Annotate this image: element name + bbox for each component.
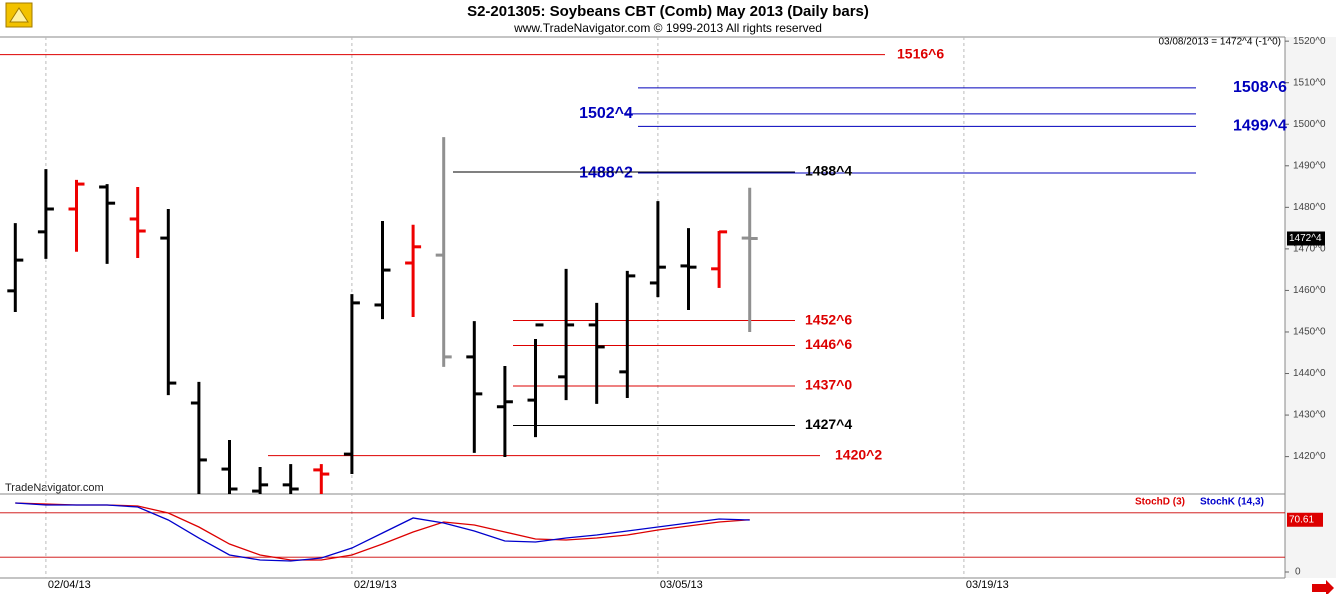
legend-entry: StochK (14,3) <box>1200 497 1264 508</box>
level-label: 1508^6 <box>1233 79 1287 96</box>
x-tick-label: 02/04/13 <box>48 579 91 591</box>
axis-panel <box>1285 37 1336 578</box>
level-label: 1452^6 <box>805 311 852 327</box>
y-tick-label: 1520^0 <box>1293 36 1326 47</box>
level-label: 1437^0 <box>805 377 852 393</box>
x-tick-label: 03/19/13 <box>966 579 1009 591</box>
level-label: 1502^4 <box>579 105 633 122</box>
y-tick-label: 1470^0 <box>1293 244 1326 255</box>
level-label: 1488^2 <box>579 164 633 181</box>
chart-subtitle: www.TradeNavigator.com © 1999-2013 All r… <box>513 21 822 35</box>
level-label: 1488^4 <box>805 163 852 179</box>
stoch-line <box>15 502 750 561</box>
y-tick-label: 1440^0 <box>1293 368 1326 379</box>
y-tick-label: 1450^0 <box>1293 327 1326 338</box>
level-label: 1499^4 <box>1233 118 1287 135</box>
y-tick-label: 1500^0 <box>1293 119 1326 130</box>
level-label: 1427^4 <box>805 416 852 432</box>
y-tick-label: 1490^0 <box>1293 160 1326 171</box>
y-tick-label: 1480^0 <box>1293 202 1326 213</box>
legend-entry: StochD (3) <box>1135 497 1185 508</box>
watermark: TradeNavigator.com <box>5 482 104 494</box>
header-right: 03/08/2013 = 1472^4 (-1^0) <box>1158 37 1281 48</box>
x-tick-label: 03/05/13 <box>660 579 703 591</box>
y-tick-label: 1510^0 <box>1293 77 1326 88</box>
scroll-arrow[interactable] <box>1312 580 1334 594</box>
y-tick-label: 1430^0 <box>1293 410 1326 421</box>
y-tick-label: 1420^0 <box>1293 451 1326 462</box>
price-bars <box>7 137 758 494</box>
last-value-label: 70.61 <box>1289 514 1314 525</box>
y-tick-label: 0 <box>1295 567 1301 578</box>
last-price-label: 1472^4 <box>1289 233 1322 244</box>
chart-title: S2-201305: Soybeans CBT (Comb) May 2013 … <box>467 3 869 20</box>
y-tick-label: 1460^0 <box>1293 285 1326 296</box>
level-label: 1446^6 <box>805 336 852 352</box>
last-price-box <box>1287 231 1325 246</box>
level-label: 1420^2 <box>835 446 882 462</box>
x-tick-label: 02/19/13 <box>354 579 397 591</box>
last-value-box <box>1287 512 1323 527</box>
stoch-line <box>15 502 750 562</box>
level-label: 1516^6 <box>897 45 944 61</box>
logo <box>5 2 33 28</box>
